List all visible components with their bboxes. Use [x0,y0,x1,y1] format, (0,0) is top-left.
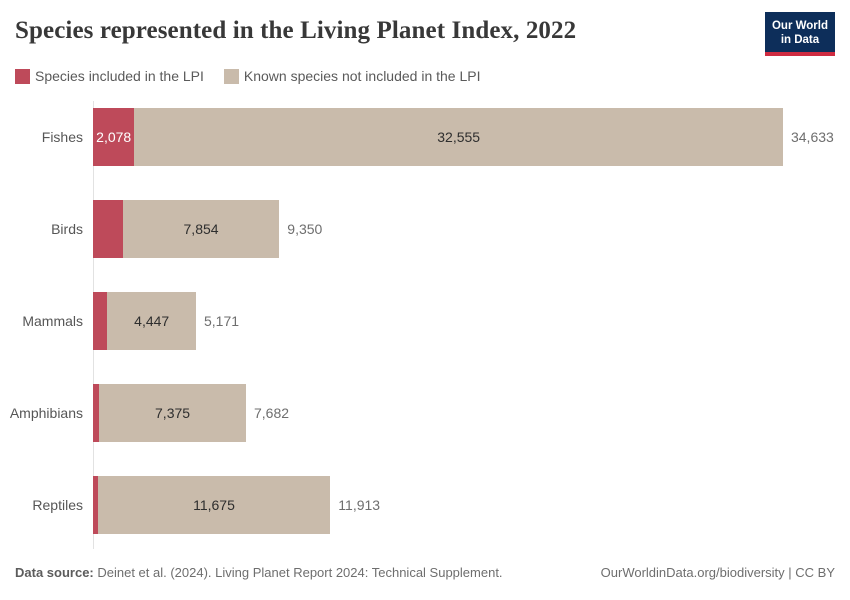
owid-logo-line1: Our World [771,20,828,32]
data-source-text: Deinet et al. (2024). Living Planet Repo… [93,565,503,581]
bar-track: 11,675 11,913 [93,476,835,535]
page-title: Species represented in the Living Planet… [15,17,577,44]
bar-segment-not-included-amphibians[interactable]: 7,375 [99,384,246,443]
segment-value-label: 7,375 [155,405,191,422]
legend-item-not-included: Known species not included in the LPI [223,68,481,85]
header: Species represented in the Living Planet… [15,12,835,57]
category-label-fishes: Fishes [41,129,83,146]
total-value-label: 34,633 [790,129,834,146]
bar-segment-lpi-fishes[interactable]: 2,078 [93,108,135,167]
bar-track: 7,854 9,350 [93,200,835,259]
total-value-label: 7,682 [253,405,290,422]
bar-segment-not-included-mammals[interactable]: 4,447 [107,292,196,351]
bar-track: 2,078 32,555 34,633 [93,108,835,167]
owid-logo[interactable]: Our World in Data [764,12,835,57]
bar-row-mammals: Mammals 4,447 5,171 [15,292,835,351]
data-source-note: Data source: Deinet et al. (2024). Livin… [15,565,503,580]
bar-row-fishes: Fishes 2,078 32,555 34,633 [15,108,835,167]
legend-swatch-not-included-icon [223,68,239,84]
segment-value-label: 2,078 [96,129,132,146]
bar-track: 7,375 7,682 [93,384,835,443]
bar-segment-lpi-mammals[interactable] [93,292,108,351]
stacked-bar-chart: Fishes 2,078 32,555 34,633 Birds 7,854 9,350 Ma… [9,101,835,550]
segment-value-label: 32,555 [437,129,481,146]
legend-label-not-included: Known species not included in the LPI [243,68,481,85]
bar-segment-not-included-fishes[interactable]: 32,555 [134,108,783,167]
total-value-label: 5,171 [203,313,240,330]
bar-row-amphibians: Amphibians 7,375 7,682 [9,384,835,443]
bar-track: 4,447 5,171 [93,292,835,351]
legend-swatch-lpi-icon [15,68,30,84]
total-value-label: 9,350 [287,221,323,238]
segment-value-label: 4,447 [134,313,170,330]
bar-row-birds: Birds 7,854 9,350 [15,200,835,259]
segment-value-label: 7,854 [183,221,219,238]
category-label-amphibians: Amphibians [9,405,83,422]
bar-segment-lpi-birds[interactable] [93,200,123,259]
data-source-label: Data source: [15,565,94,581]
bar-segment-not-included-birds[interactable]: 7,854 [122,200,280,259]
bar-segment-lpi-reptiles[interactable] [93,476,98,535]
bar-row-reptiles: Reptiles 11,675 11,913 [15,476,835,535]
legend: Species included in the LPI Known specie… [15,68,835,84]
category-label-mammals: Mammals [22,313,83,330]
legend-label-lpi: Species included in the LPI [35,68,204,85]
owid-logo-line2: in Data [780,34,820,47]
bar-segment-lpi-amphibians[interactable] [93,384,100,443]
bar-segment-not-included-reptiles[interactable]: 11,675 [97,476,331,535]
segment-value-label: 11,675 [193,497,235,514]
category-label-birds: Birds [51,221,83,238]
category-label-reptiles: Reptiles [32,497,83,514]
footer: Data source: Deinet et al. (2024). Livin… [15,565,835,580]
legend-item-lpi: Species included in the LPI [15,68,204,84]
owid-url-link[interactable]: OurWorldinData.org/biodiversity | CC BY [600,565,835,581]
total-value-label: 11,913 [338,497,381,514]
